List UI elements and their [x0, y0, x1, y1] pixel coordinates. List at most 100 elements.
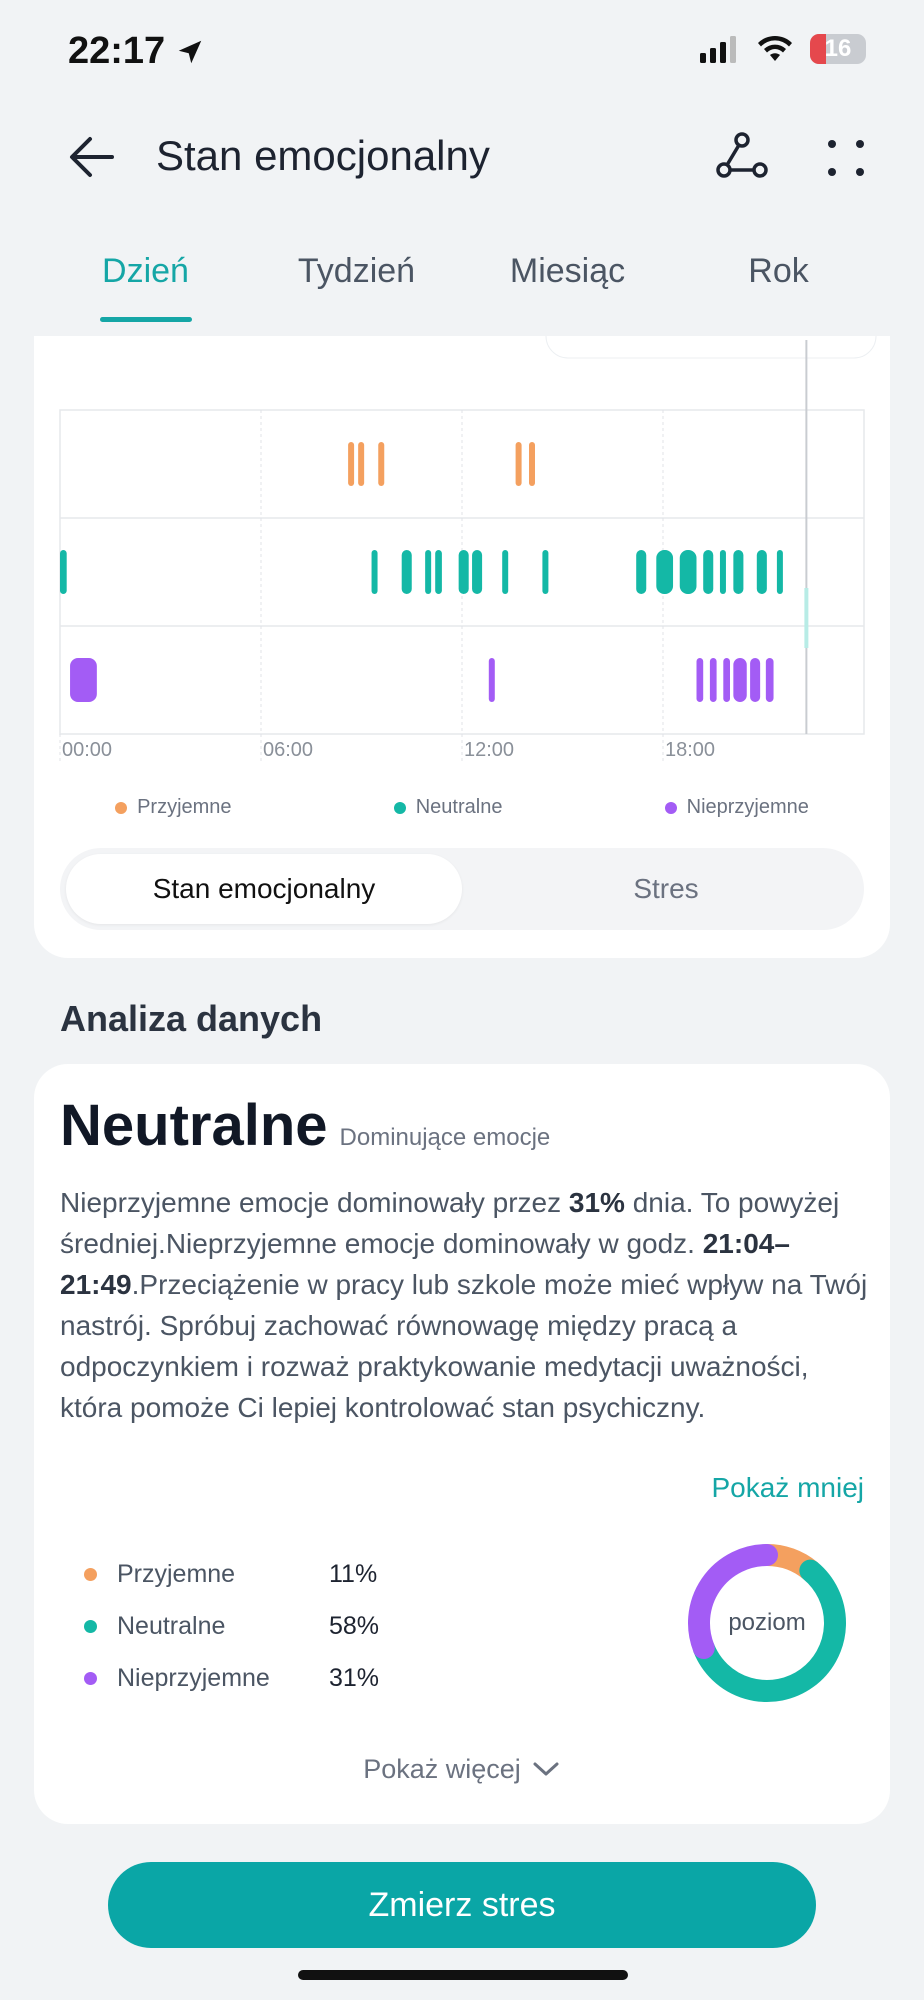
share-button[interactable]	[712, 126, 772, 186]
emotion-donut-chart	[688, 1544, 846, 1702]
analysis-text: Nieprzyjemne emocje dominowały przez 31%…	[60, 1182, 872, 1428]
event-bar-neutralne	[636, 550, 647, 594]
emotion-timeline-chart[interactable]: 00:00 06:00 12:00 18:00	[34, 336, 890, 776]
breakdown-row-pleasant: Przyjemne 11%	[84, 1548, 379, 1600]
legend-dot-unpleasant	[664, 801, 677, 814]
app-header: Stan emocjonalny	[0, 112, 924, 202]
legend-item-pleasant: Przyjemne	[115, 796, 232, 819]
emotion-breakdown: Przyjemne 11% Neutralne 58% Nieprzyjemne…	[84, 1548, 379, 1704]
breakdown-label-neutral: Neutralne	[117, 1611, 226, 1640]
tab-day[interactable]: Dzień	[40, 240, 251, 324]
chart-tooltip-edge	[545, 336, 877, 359]
legend-item-unpleasant: Nieprzyjemne	[664, 796, 809, 819]
breakdown-row-unpleasant: Nieprzyjemne 31%	[84, 1652, 379, 1704]
dominant-emotion-label: Dominujące emocje	[339, 1124, 551, 1151]
dominant-emotion-value: Neutralne	[60, 1093, 328, 1158]
event-bar-neutralne	[719, 550, 726, 594]
event-bar-neutralne	[401, 550, 412, 594]
legend-dot-pleasant	[115, 801, 128, 814]
toggle-stress[interactable]: Stres	[633, 873, 699, 904]
status-icons: 16	[700, 34, 866, 64]
event-bar-nieprzyjemne	[70, 658, 97, 702]
analysis-text-bold-1: 31%	[568, 1187, 625, 1218]
event-bar-neutralne	[60, 550, 67, 594]
event-bar-przyjemne	[348, 442, 355, 486]
page-title: Stan emocjonalny	[156, 132, 490, 179]
tab-month[interactable]: Miesiąc	[509, 252, 626, 290]
status-time: 22:17	[68, 30, 205, 73]
event-bar-przyjemne	[515, 442, 522, 486]
event-bar-neutralne	[425, 550, 432, 594]
show-less-link[interactable]: Pokaż mniej	[711, 1472, 864, 1503]
event-bar-przyjemne	[378, 442, 385, 486]
event-bar-nieprzyjemne	[733, 658, 747, 702]
event-bar-neutralne	[679, 550, 697, 594]
x-tick-label: 00:00	[62, 739, 112, 761]
toggle-emotional-state[interactable]: Stan emocjonalny	[66, 854, 462, 924]
more-options-button[interactable]	[818, 130, 874, 186]
more-dots-icon	[828, 140, 864, 176]
legend-label-neutral: Neutralne	[415, 796, 503, 818]
status-bar: 22:17 16	[0, 0, 924, 100]
event-bar-nieprzyjemne	[750, 658, 761, 702]
dominant-emotion: Neutralne Dominujące emocje	[60, 1092, 550, 1159]
show-more-link[interactable]: Pokaż więcej	[34, 1754, 890, 1786]
event-bar-nieprzyjemne	[488, 658, 495, 702]
x-tick-label: 06:00	[263, 739, 313, 761]
donut-center-label: poziom	[728, 1609, 806, 1636]
event-bar-neutralne	[656, 550, 674, 594]
event-bar-przyjemne	[529, 442, 535, 486]
section-title-analysis: Analiza danych	[60, 998, 323, 1039]
status-time-text: 22:17	[68, 30, 166, 72]
back-arrow-icon	[70, 137, 114, 177]
cellular-signal-icon	[700, 36, 736, 63]
analysis-text-bold-2: 21:04–21:49	[60, 1228, 790, 1300]
x-tick-label: 12:00	[464, 739, 514, 761]
breakdown-pct-neutral: 58%	[329, 1611, 380, 1640]
measure-stress-button[interactable]: Zmierz stres	[108, 1862, 816, 1948]
show-more-label: Pokaż więcej	[363, 1754, 521, 1784]
back-button[interactable]	[64, 130, 124, 184]
breakdown-row-neutral: Neutralne 58%	[84, 1600, 379, 1652]
breakdown-dot-unpleasant	[84, 1671, 97, 1685]
battery-icon: 16	[810, 34, 866, 64]
event-bar-neutralne	[502, 550, 509, 594]
chevron-down-icon	[531, 1755, 561, 1786]
analysis-card: Neutralne Dominujące emocje Nieprzyjemne…	[34, 1064, 890, 1824]
tab-year[interactable]: Rok	[748, 252, 809, 290]
event-bar-nieprzyjemne	[723, 658, 730, 702]
event-bar-neutralne	[472, 550, 483, 594]
x-tick-label: 18:00	[665, 739, 715, 761]
home-indicator	[298, 1970, 628, 1980]
period-tabs: Dzień Tydzień Miesiąc Rok	[40, 240, 884, 324]
event-bar-neutralne	[733, 550, 744, 594]
event-bar-neutralne	[435, 550, 442, 594]
donut-segment-nieprzyjemne	[688, 1544, 778, 1660]
battery-level: 16	[824, 35, 852, 62]
wifi-icon	[758, 35, 792, 61]
tab-week[interactable]: Tydzień	[297, 252, 416, 290]
breakdown-pct-unpleasant: 31%	[329, 1663, 380, 1692]
current-time-highlight	[804, 588, 809, 648]
legend-label-pleasant: Przyjemne	[137, 796, 232, 818]
emotion-chart-card: 00:00 06:00 12:00 18:00 Przyjemne Neutralne…	[34, 336, 890, 958]
event-bar-nieprzyjemne	[765, 658, 774, 702]
event-bar-neutralne	[756, 550, 767, 594]
location-arrow-icon	[178, 40, 202, 63]
breakdown-dot-neutral	[84, 1619, 97, 1633]
analysis-text-part-1: Nieprzyjemne emocje dominowały przez	[60, 1187, 569, 1218]
event-bar-neutralne	[703, 550, 714, 594]
event-bar-neutralne	[776, 550, 783, 594]
legend-dot-neutral	[393, 801, 406, 814]
analysis-text-part-2: dnia. To powyżej średniej.Nieprzyjemne e…	[60, 1187, 840, 1259]
breakdown-pct-pleasant: 11%	[329, 1559, 378, 1588]
event-bar-przyjemne	[358, 442, 365, 486]
breakdown-label-pleasant: Przyjemne	[117, 1559, 236, 1588]
chart-legend: Przyjemne Neutralne Nieprzyjemne	[34, 796, 890, 819]
event-bar-nieprzyjemne	[709, 658, 717, 702]
chart-mode-toggle: Stan emocjonalny Stres	[60, 848, 864, 930]
event-bar-neutralne	[371, 550, 378, 594]
event-bar-neutralne	[458, 550, 469, 594]
legend-item-neutral: Neutralne	[393, 796, 503, 819]
breakdown-label-unpleasant: Nieprzyjemne	[117, 1663, 270, 1692]
